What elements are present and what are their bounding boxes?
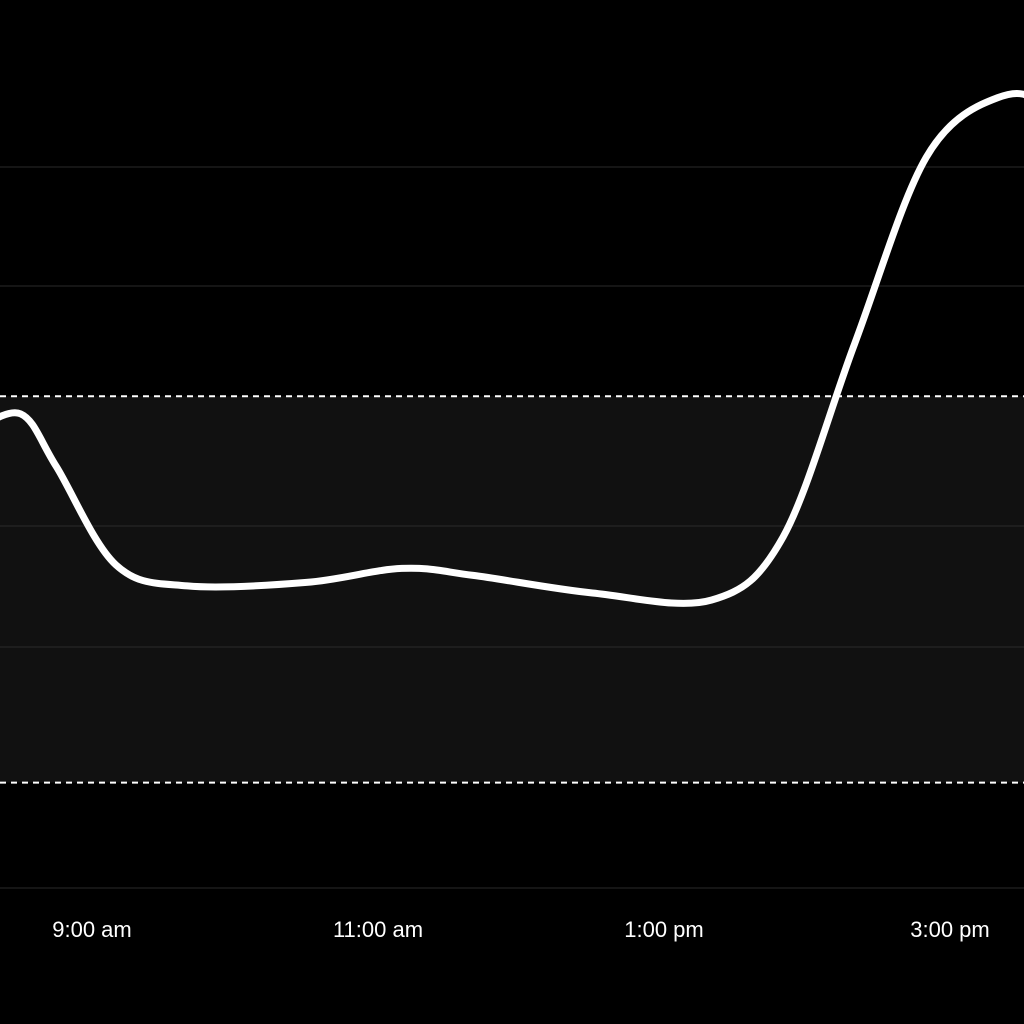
target-range-band (0, 396, 1024, 783)
x-tick-label: 9:00 am (52, 917, 132, 942)
series-line-0 (0, 89, 1024, 607)
x-tick-label: 3:00 pm (910, 917, 990, 942)
x-tick-label: 1:00 pm (624, 917, 704, 942)
x-tick-label: 11:00 am (333, 917, 423, 942)
